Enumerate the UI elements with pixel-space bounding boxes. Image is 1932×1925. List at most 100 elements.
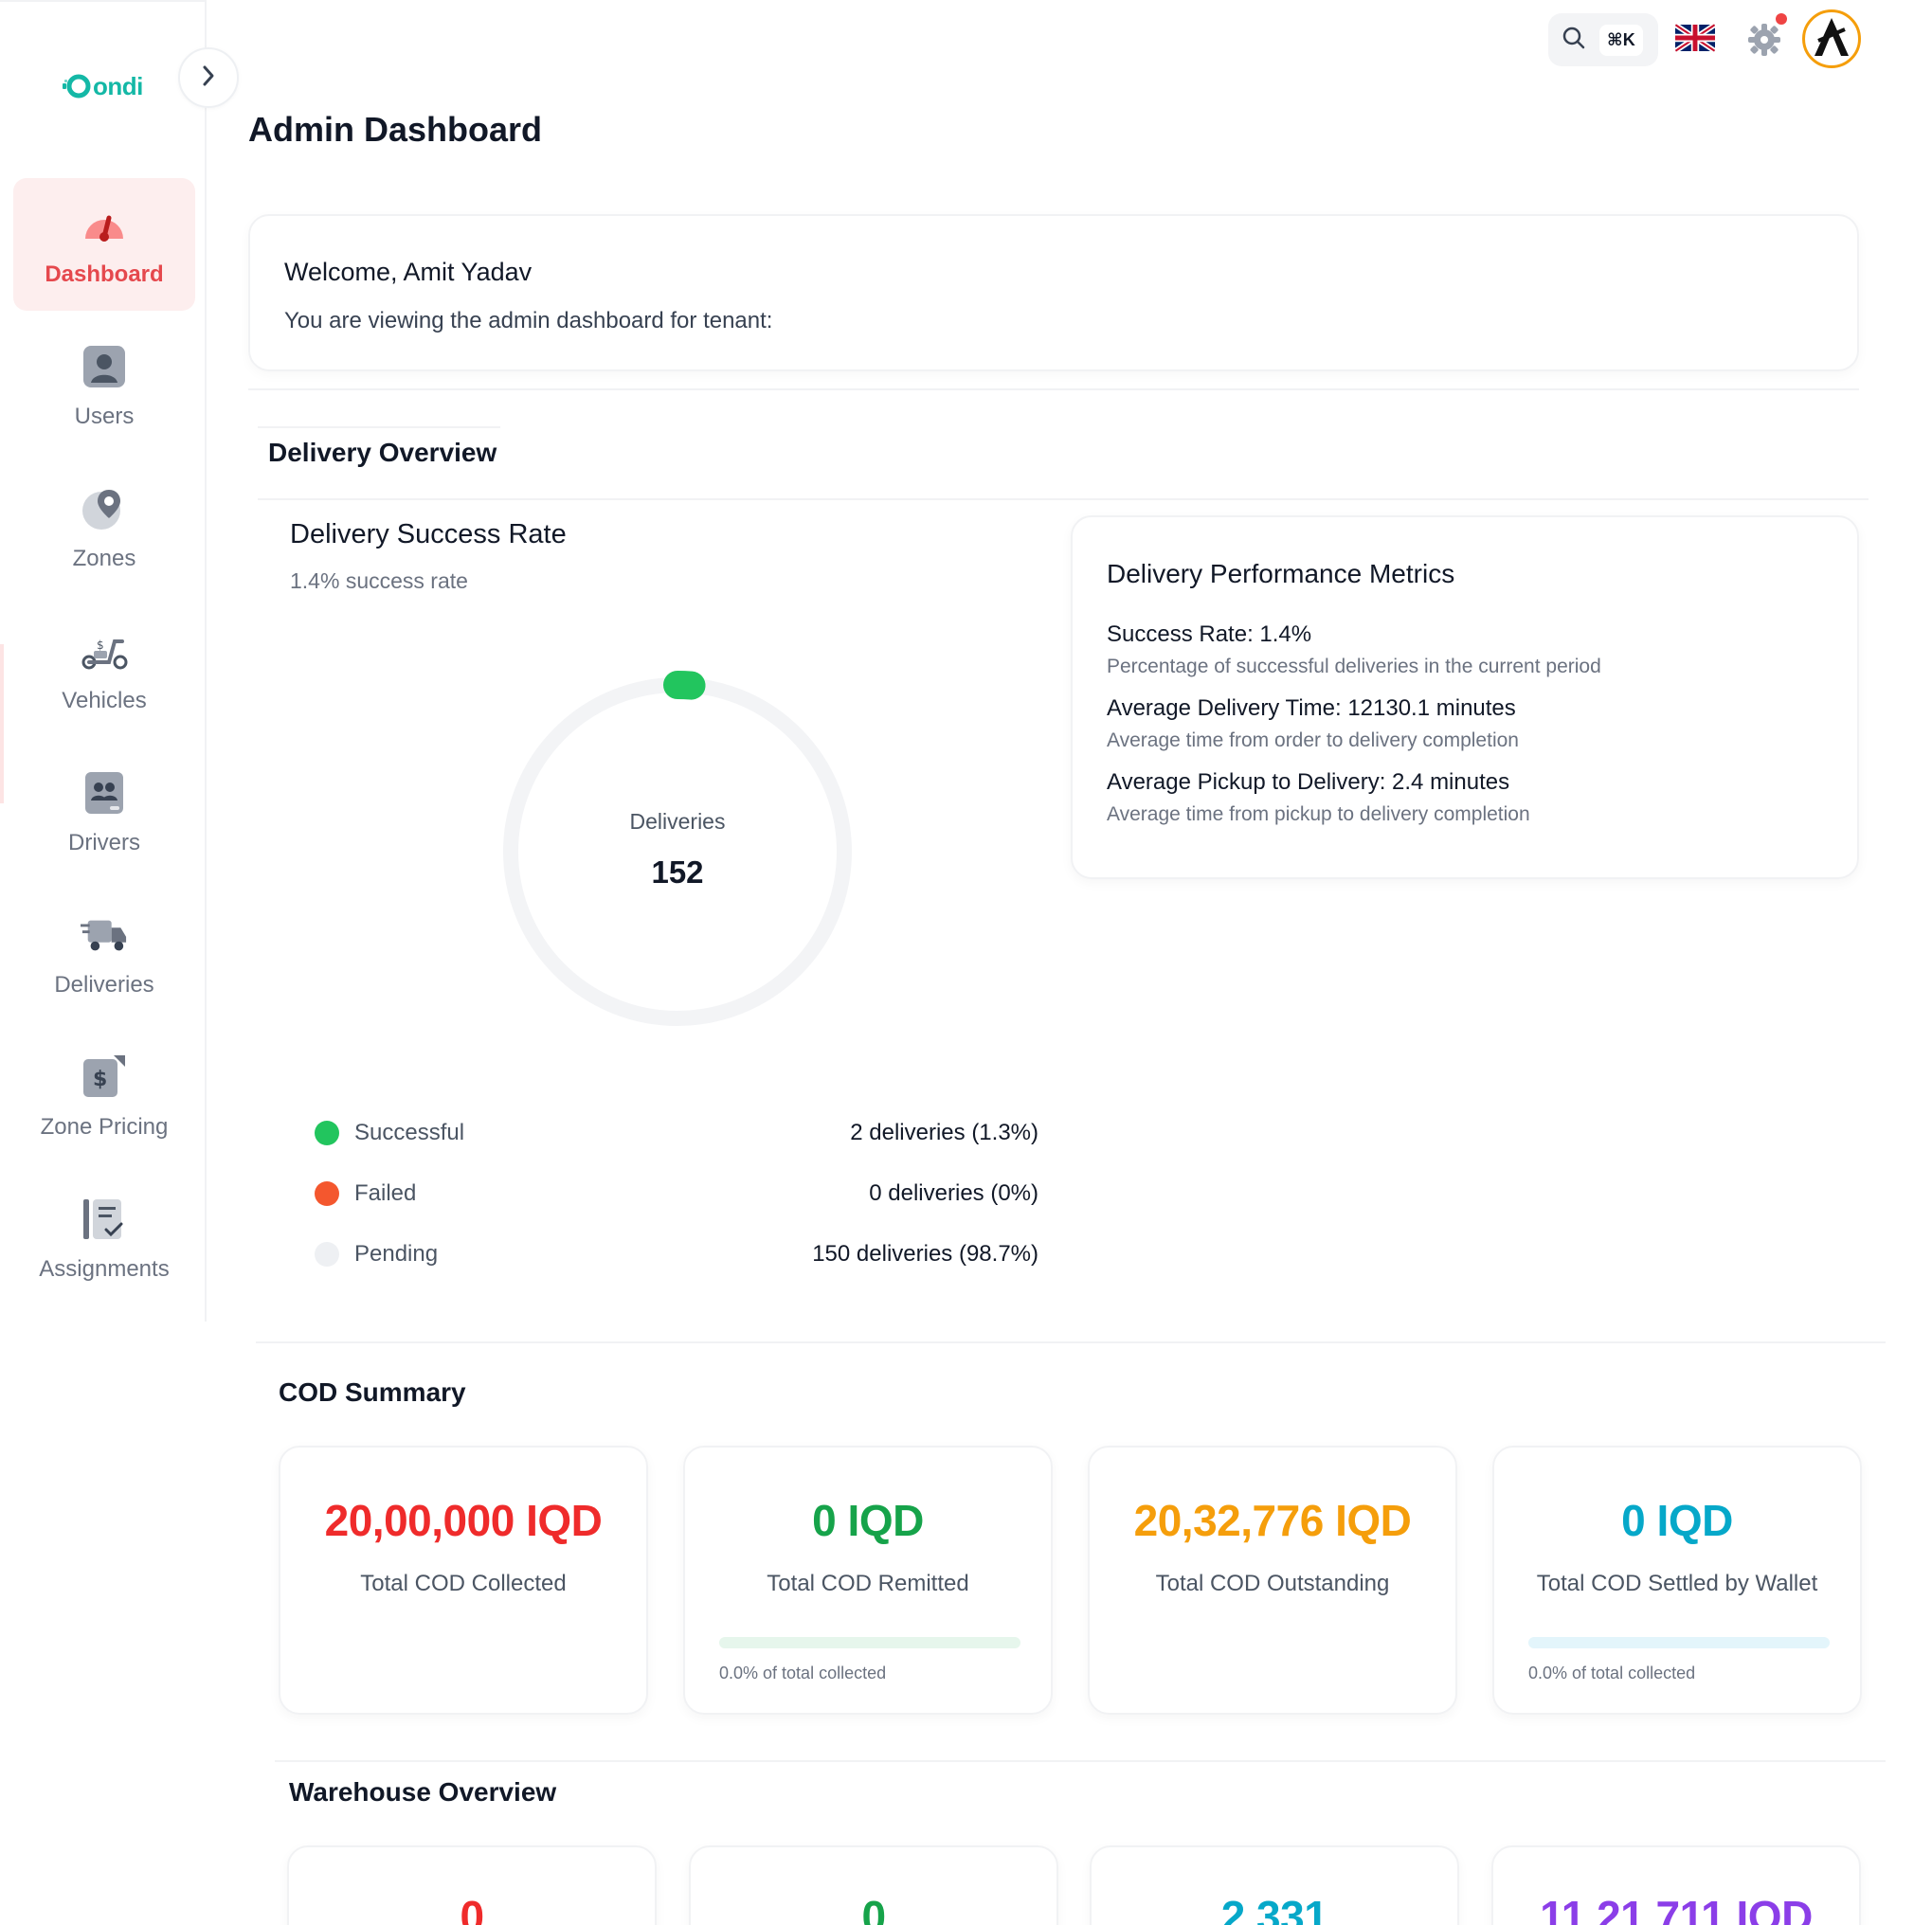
legend-swatch	[315, 1242, 339, 1267]
brand-logo[interactable]: ondi	[63, 70, 143, 102]
sidebar-item-label: Drivers	[68, 830, 140, 855]
metric-heading: Average Delivery Time: 12130.1 minutes	[1107, 695, 1516, 721]
success-rate-subtitle: 1.4% success rate	[290, 568, 468, 593]
cod-amount: 20,00,000 IQD	[324, 1496, 603, 1545]
legend-name: Successful	[354, 1120, 465, 1145]
sidebar-item-label: Vehicles	[62, 688, 147, 713]
donut-slice-successful	[663, 671, 706, 700]
cod-card-remitted: 0 IQD Total COD Remitted 0.0% of total c…	[683, 1446, 1053, 1715]
donut-legend: Successful 2 deliveries (1.3%) Failed 0 …	[315, 1103, 1038, 1285]
sidebar-item-label: Zone Pricing	[40, 1114, 169, 1140]
section-divider	[256, 1341, 1886, 1343]
warehouse-value: 0	[460, 1892, 484, 1925]
section-tab-underline-top	[258, 426, 500, 428]
drivers-icon	[81, 769, 128, 817]
welcome-card: Welcome, Amit Yadav You are viewing the …	[248, 214, 1859, 371]
legend-row-failed: Failed 0 deliveries (0%)	[315, 1163, 1038, 1224]
section-divider	[258, 498, 1869, 500]
metric-description: Percentage of successful deliveries in t…	[1107, 656, 1601, 677]
map-pin-icon	[81, 485, 128, 532]
clipboard-check-icon	[81, 1196, 128, 1243]
warehouse-value: 11,21,711 IQD	[1540, 1892, 1813, 1925]
sidebar-top-divider	[0, 0, 207, 2]
scooter-icon: $	[81, 627, 128, 675]
cod-progress-note: 0.0% of total collected	[1528, 1664, 1696, 1682]
cod-amount: 0 IQD	[1621, 1496, 1733, 1545]
search-button[interactable]: ⌘K	[1548, 13, 1658, 66]
language-flag-uk-icon[interactable]	[1675, 23, 1715, 53]
welcome-subtitle: You are viewing the admin dashboard for …	[284, 308, 773, 333]
metric-success-rate: Success Rate: 1.4% Percentage of success…	[1107, 621, 1823, 678]
sidebar-item-label: Zones	[72, 546, 136, 571]
legend-swatch	[315, 1181, 339, 1206]
sidebar-item-vehicles[interactable]: $ Vehicles	[13, 604, 195, 737]
warehouse-card: 2,331	[1090, 1845, 1459, 1925]
performance-metrics-card: Delivery Performance Metrics Success Rat…	[1071, 515, 1859, 879]
search-icon	[1562, 26, 1586, 55]
sidebar-accent-strip	[0, 644, 4, 803]
cod-label: Total COD Collected	[360, 1571, 567, 1596]
price-tag-icon: $	[81, 1053, 128, 1101]
cod-label: Total COD Settled by Wallet	[1536, 1571, 1818, 1596]
sidebar-item-dashboard[interactable]: Dashboard	[13, 178, 195, 311]
delivery-donut-chart	[503, 671, 852, 1026]
warehouse-card: 0	[287, 1845, 657, 1925]
settings-gear-icon[interactable]	[1745, 21, 1783, 59]
cod-label: Total COD Remitted	[767, 1571, 969, 1596]
legend-swatch	[315, 1121, 339, 1145]
legend-row-successful: Successful 2 deliveries (1.3%)	[315, 1103, 1038, 1163]
metric-description: Average time from pickup to delivery com…	[1107, 803, 1530, 825]
user-icon	[81, 343, 128, 390]
truck-icon	[81, 911, 128, 959]
sidebar-item-label: Assignments	[39, 1256, 170, 1282]
sidebar: ondi Dashboard Users Zones $	[0, 0, 239, 1322]
chevron-right-icon	[199, 64, 218, 92]
avatar-letter-a-icon	[1811, 16, 1852, 63]
sidebar-item-label: Deliveries	[54, 972, 154, 998]
cod-progress-bar	[1528, 1637, 1830, 1648]
cod-progress-bar	[719, 1637, 1020, 1648]
search-shortcut-badge: ⌘K	[1599, 24, 1643, 56]
delivery-overview-title: Delivery Overview	[268, 438, 497, 467]
section-divider	[248, 388, 1859, 390]
donut-center-label: Deliveries	[629, 809, 726, 834]
metric-heading: Success Rate: 1.4%	[1107, 621, 1312, 647]
sidebar-item-users[interactable]: Users	[13, 320, 195, 453]
legend-name: Pending	[354, 1241, 439, 1267]
success-rate-title: Delivery Success Rate	[290, 519, 567, 549]
legend-value: 150 deliveries (98.7%)	[812, 1241, 1038, 1267]
sidebar-item-assignments[interactable]: Assignments	[13, 1173, 195, 1305]
cod-summary-title: COD Summary	[279, 1377, 466, 1407]
sidebar-item-drivers[interactable]: Drivers	[13, 747, 195, 879]
legend-value: 2 deliveries (1.3%)	[850, 1120, 1038, 1145]
cod-label: Total COD Outstanding	[1155, 1571, 1390, 1596]
warehouse-card: 11,21,711 IQD	[1491, 1845, 1861, 1925]
metric-average-delivery-time: Average Delivery Time: 12130.1 minutes A…	[1107, 695, 1823, 752]
metrics-title: Delivery Performance Metrics	[1107, 559, 1455, 588]
legend-value: 0 deliveries (0%)	[869, 1180, 1038, 1206]
donut-track	[503, 677, 852, 1026]
welcome-greeting: Welcome, Amit Yadav	[284, 258, 533, 286]
cod-card-settled-by-wallet: 0 IQD Total COD Settled by Wallet 0.0% o…	[1492, 1446, 1862, 1715]
page-title: Admin Dashboard	[248, 110, 543, 149]
sidebar-nav: Dashboard Users Zones $ Vehicles Drivers	[13, 178, 195, 1315]
user-avatar[interactable]	[1802, 9, 1861, 68]
svg-text:$: $	[97, 639, 104, 652]
svg-text:$: $	[93, 1068, 107, 1091]
sidebar-item-zone-pricing[interactable]: $ Zone Pricing	[13, 1031, 195, 1163]
sidebar-item-deliveries[interactable]: Deliveries	[13, 889, 195, 1021]
donut-center-value: 152	[651, 855, 704, 890]
metric-heading: Average Pickup to Delivery: 2.4 minutes	[1107, 769, 1510, 795]
sidebar-item-label: Users	[74, 404, 135, 429]
metric-description: Average time from order to delivery comp…	[1107, 729, 1519, 751]
cod-amount: 20,32,776 IQD	[1133, 1496, 1412, 1545]
sidebar-collapse-button[interactable]	[178, 47, 239, 108]
legend-row-pending: Pending 150 deliveries (98.7%)	[315, 1224, 1038, 1285]
cod-progress-note: 0.0% of total collected	[719, 1664, 887, 1682]
gauge-icon	[81, 201, 128, 248]
notification-dot	[1776, 13, 1787, 25]
sidebar-item-zones[interactable]: Zones	[13, 462, 195, 595]
sidebar-item-label: Dashboard	[45, 261, 164, 287]
warehouse-value: 2,331	[1220, 1892, 1328, 1925]
warehouse-overview-title: Warehouse Overview	[289, 1777, 557, 1807]
